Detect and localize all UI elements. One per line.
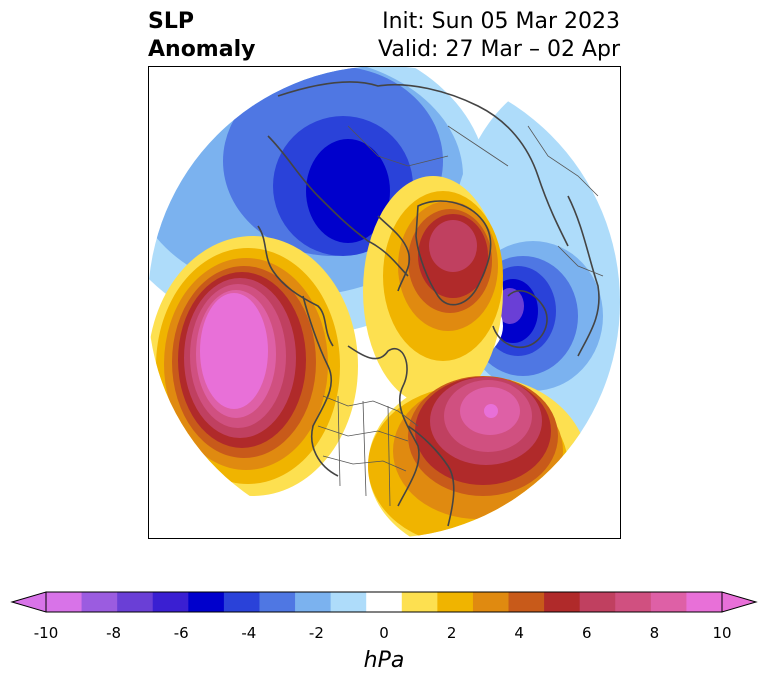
colorbar-swatch <box>508 592 545 612</box>
colorbar-tick-label: -4 <box>241 624 257 642</box>
colorbar-swatch <box>81 592 118 612</box>
colorbar-extend-left <box>10 591 47 613</box>
colorbar-tick-label: -6 <box>173 624 189 642</box>
title-line-1: SLP <box>148 9 194 34</box>
colorbar-tick-label: 2 <box>446 624 457 642</box>
valid-range: Valid: 27 Mar – 02 Apr <box>378 37 620 62</box>
colorbar-tick-label: 0 <box>379 624 389 642</box>
chart-title: SLP Anomaly <box>148 8 255 64</box>
colorbar-swatch <box>188 592 225 612</box>
colorbar-extend-right <box>721 591 758 613</box>
colorbar-tick-label: 8 <box>649 624 660 642</box>
colorbar-unit: hPa <box>363 648 405 673</box>
colorbar-swatch <box>295 592 332 612</box>
colorbar-swatch <box>46 592 83 612</box>
colorbar-tick-label: 4 <box>514 624 524 642</box>
colorbar <box>10 591 758 613</box>
colorbar-swatch <box>437 592 474 612</box>
polar-map <box>148 66 621 539</box>
colorbar-swatch <box>223 592 260 612</box>
colorbar-swatch <box>579 592 616 612</box>
colorbar-swatch <box>259 592 296 612</box>
colorbar-swatches <box>46 592 723 612</box>
colorbar-swatch <box>472 592 510 612</box>
colorbar-tick-label: -10 <box>33 624 59 642</box>
colorbar-tick-label: 6 <box>582 624 592 642</box>
colorbar-swatch <box>401 592 438 612</box>
positive-anomaly-pacific <box>148 236 358 496</box>
colorbar-swatch <box>544 592 581 612</box>
colorbar-swatch <box>615 592 652 612</box>
colorbar-swatch <box>117 592 154 612</box>
init-date: Init: Sun 05 Mar 2023 <box>382 9 620 34</box>
coastlines <box>257 81 600 527</box>
colorbar-swatch <box>152 592 189 612</box>
map-frame <box>148 66 621 539</box>
title-line-2: Anomaly <box>148 37 256 62</box>
colorbar-swatch <box>366 592 403 612</box>
colorbar-ticks: -10 -8 -6 -4 -2 0 2 4 6 8 10 <box>0 624 768 644</box>
country-borders <box>317 125 604 507</box>
colorbar-swatch <box>686 592 723 612</box>
positive-anomaly-greenland <box>363 176 503 406</box>
chart-subtitle: Init: Sun 05 Mar 2023 Valid: 27 Mar – 02… <box>378 8 620 64</box>
colorbar-tick-label: -8 <box>106 624 122 642</box>
colorbar-swatch <box>650 592 687 612</box>
colorbar-tick-label: 10 <box>712 624 732 642</box>
colorbar-outline <box>45 591 723 613</box>
colorbar-tick-label: -2 <box>308 624 324 642</box>
colorbar-swatch <box>330 592 367 612</box>
